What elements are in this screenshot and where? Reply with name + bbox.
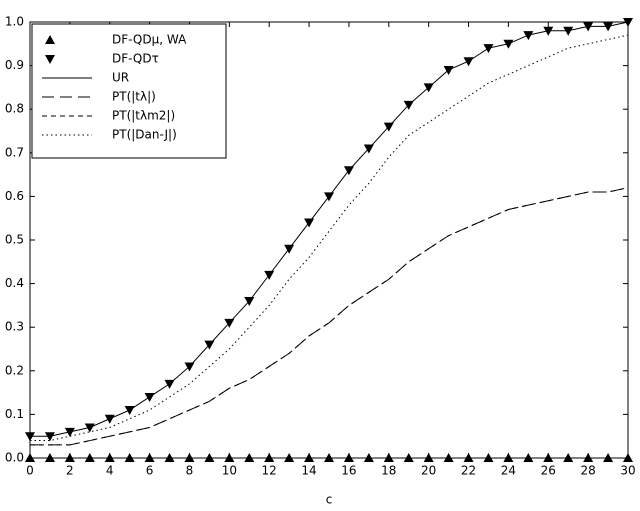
marker xyxy=(483,453,494,462)
y-tick-label: 0.9 xyxy=(5,58,24,72)
marker xyxy=(264,453,275,462)
legend-label: PT(|Dan-J|) xyxy=(112,128,177,142)
legend-label: DF-QDτ xyxy=(112,52,159,66)
marker xyxy=(164,453,175,462)
marker xyxy=(603,453,614,462)
y-tick-label: 0.1 xyxy=(5,407,24,421)
marker xyxy=(523,453,534,462)
y-tick-label: 0.3 xyxy=(5,320,24,334)
x-tick-label: 20 xyxy=(421,464,436,478)
x-tick-label: 14 xyxy=(301,464,316,478)
x-tick-label: 18 xyxy=(381,464,396,478)
x-axis-label: c xyxy=(326,493,333,507)
x-tick-label: 28 xyxy=(580,464,595,478)
marker xyxy=(25,453,35,462)
marker xyxy=(543,453,554,462)
legend-marker xyxy=(45,55,55,64)
marker xyxy=(224,453,235,462)
marker xyxy=(304,453,315,462)
x-tick-label: 2 xyxy=(66,464,74,478)
y-tick-label: 1.0 xyxy=(5,15,24,29)
marker xyxy=(284,453,295,462)
x-tick-label: 12 xyxy=(262,464,277,478)
marker xyxy=(563,26,574,36)
marker xyxy=(144,453,155,462)
marker xyxy=(64,453,75,462)
x-tick-label: 8 xyxy=(186,464,194,478)
legend-label: PT(|tλm2|) xyxy=(112,109,175,123)
legend-marker xyxy=(45,35,55,44)
y-tick-label: 0.2 xyxy=(5,363,24,377)
marker xyxy=(244,453,255,462)
y-tick-label: 0.0 xyxy=(5,451,24,465)
x-tick-label: 16 xyxy=(341,464,356,478)
marker xyxy=(204,453,215,462)
x-tick-label: 30 xyxy=(620,464,635,478)
marker xyxy=(403,453,414,462)
x-tick-label: 0 xyxy=(26,464,34,478)
x-tick-label: 24 xyxy=(501,464,516,478)
legend-box xyxy=(31,23,227,159)
marker xyxy=(423,453,434,462)
marker xyxy=(44,453,55,462)
marker xyxy=(563,453,574,462)
series-line xyxy=(30,187,629,446)
x-tick-label: 10 xyxy=(222,464,237,478)
marker xyxy=(443,453,454,462)
marker xyxy=(343,453,354,462)
marker xyxy=(104,453,115,462)
marker xyxy=(383,453,394,462)
marker xyxy=(463,453,474,462)
legend-label: UR xyxy=(112,71,129,85)
y-tick-label: 0.8 xyxy=(5,102,24,116)
marker xyxy=(623,453,633,462)
marker xyxy=(84,453,95,462)
series-line xyxy=(30,187,629,446)
x-tick-label: 4 xyxy=(106,464,114,478)
marker xyxy=(324,453,334,462)
x-tick-label: 22 xyxy=(461,464,476,478)
marker xyxy=(124,453,135,462)
series-line xyxy=(30,21,629,437)
x-tick-label: 26 xyxy=(541,464,556,478)
marker xyxy=(503,453,514,462)
y-tick-label: 0.5 xyxy=(5,233,24,247)
y-tick-label: 0.4 xyxy=(5,276,24,290)
legend-label: DF-QDμ, WA xyxy=(112,33,187,47)
legend-label: PT(|tλ|) xyxy=(112,90,156,104)
marker xyxy=(363,453,374,462)
y-tick-label: 0.6 xyxy=(5,189,24,203)
marker xyxy=(583,453,594,462)
x-tick-label: 6 xyxy=(146,464,154,478)
marker xyxy=(184,453,195,462)
y-tick-label: 0.7 xyxy=(5,145,24,159)
